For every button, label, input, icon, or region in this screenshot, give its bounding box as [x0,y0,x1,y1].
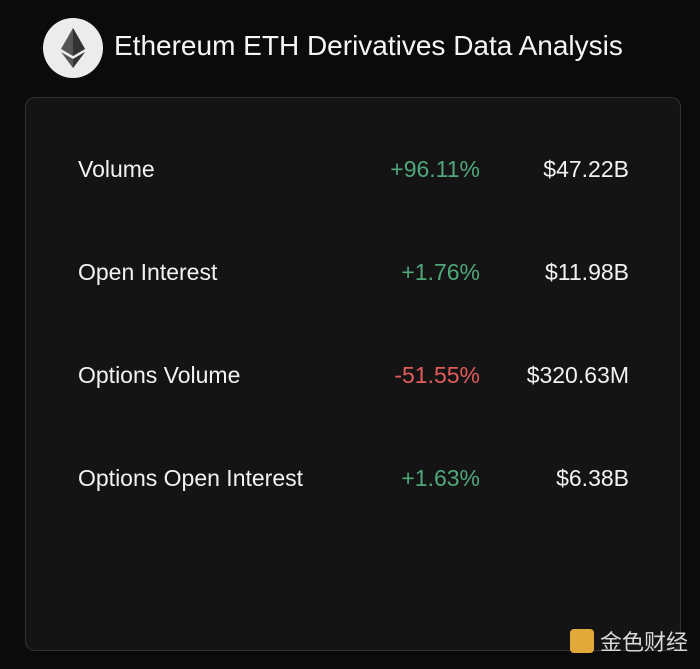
watermark-text: 金色财经 [599,630,688,655]
metric-label: Volume [78,156,155,182]
metric-label: Open Interest [78,259,218,285]
metric-label: Options Volume [78,362,241,388]
change-percent: -51.55% [394,362,480,388]
eth-icon [43,18,103,78]
metric-value: $320.63M [526,362,629,388]
change-percent: +1.63% [401,465,480,491]
table-row: Options Volume -51.55% $320.63M [26,362,680,392]
change-percent: +96.11% [390,156,480,182]
table-row: Open Interest +1.76% $11.98B [26,259,680,289]
watermark: 金色财经 [569,625,688,657]
metric-value: $47.22B [543,156,629,182]
metric-value: $11.98B [545,259,629,285]
metric-label: Options Open Interest [78,465,304,491]
table-row: Volume +96.11% $47.22B [26,156,680,186]
change-percent: +1.76% [401,259,480,285]
title: Ethereum ETH Derivatives Data Analysis [114,30,623,61]
data-card: Volume +96.11% $47.22B Open Interest +1.76% $… [25,97,681,651]
watermark-logo [569,629,594,653]
table-row: Options Open Interest +1.63% $6.38B [26,465,680,495]
metric-value: $6.38B [556,465,629,491]
